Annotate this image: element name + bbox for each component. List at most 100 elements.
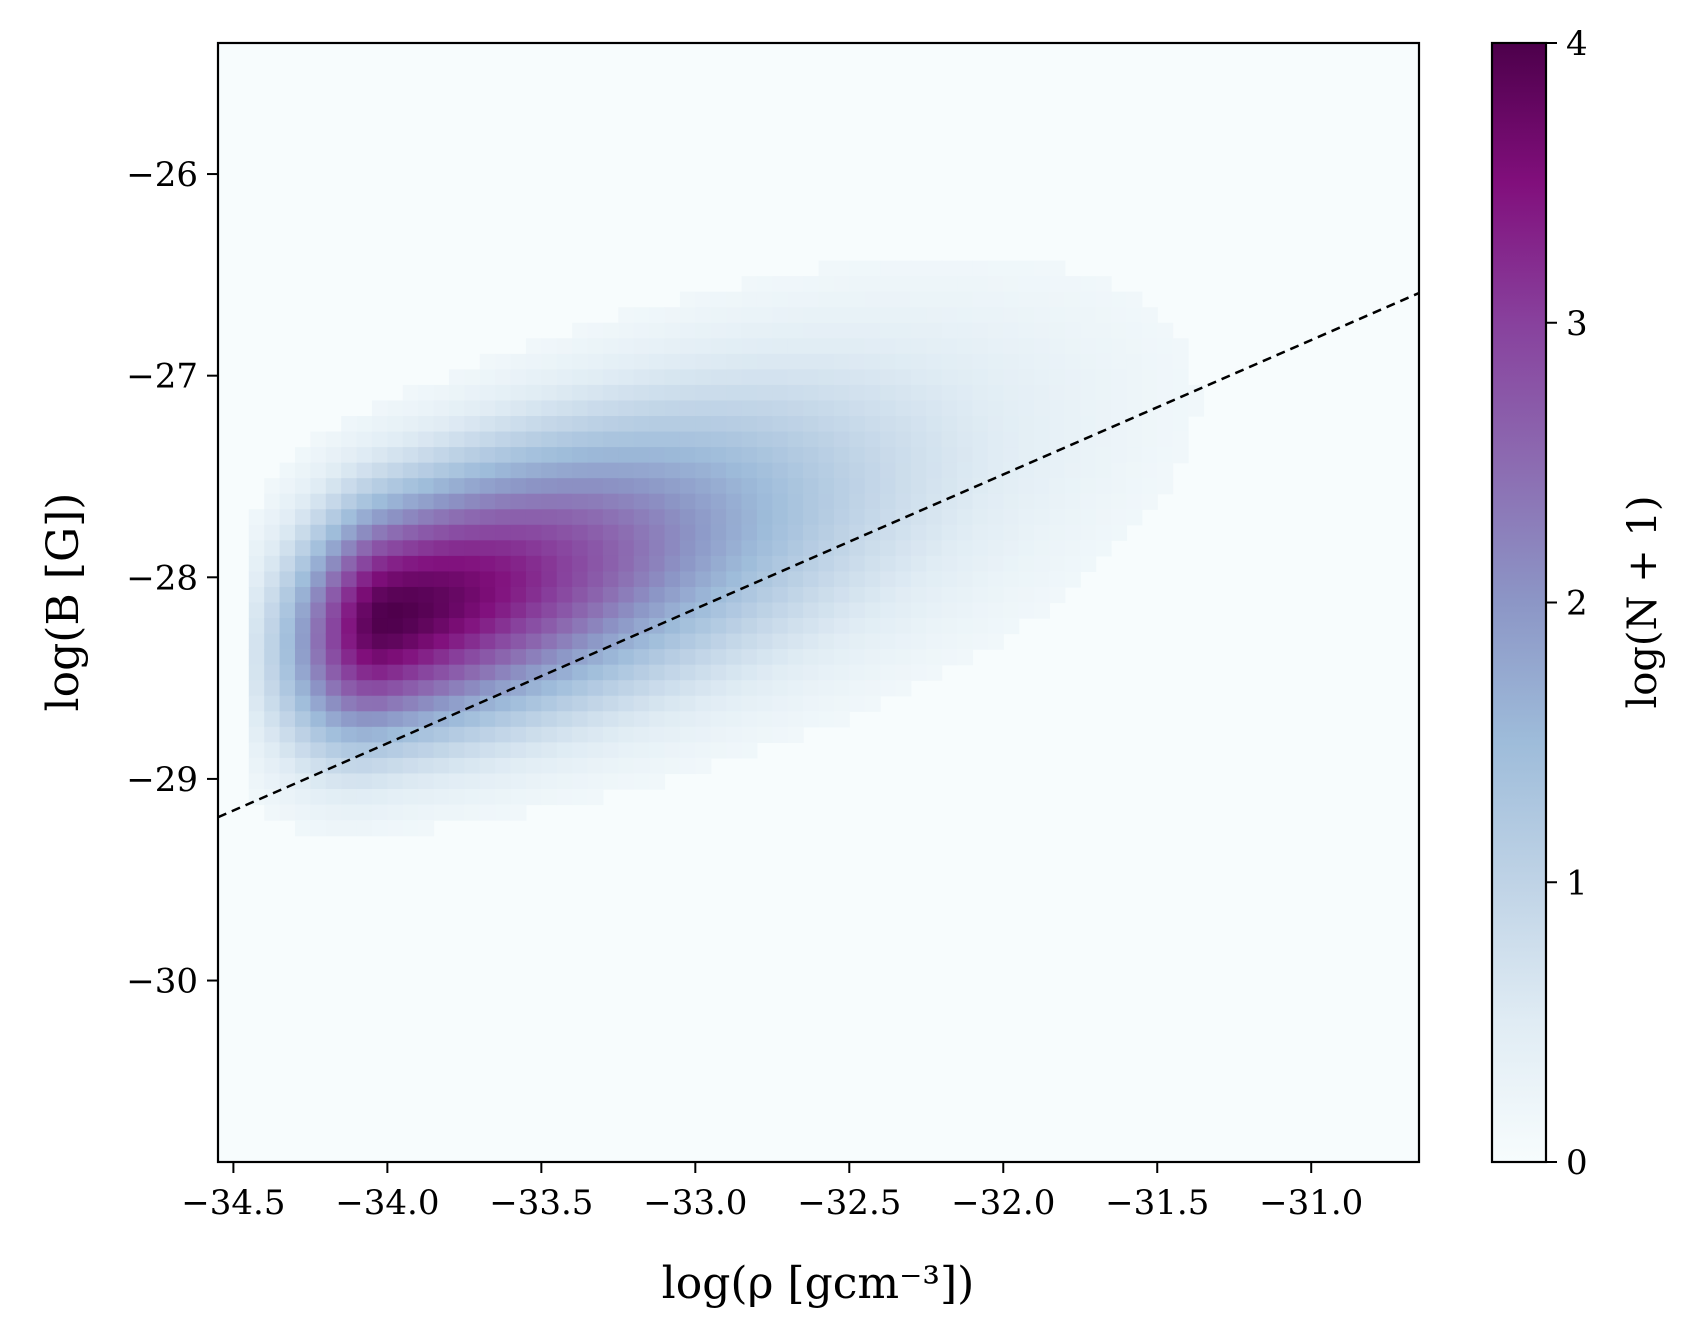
density-cell	[618, 431, 635, 448]
x-tick-label: −32.5	[797, 1183, 901, 1223]
density-cell	[849, 276, 866, 293]
density-cell	[479, 602, 496, 619]
density-cell	[1003, 353, 1020, 370]
density-cell	[310, 602, 327, 619]
density-cell	[1111, 307, 1128, 324]
density-cell	[972, 524, 989, 541]
density-cell	[741, 633, 758, 650]
density-cell	[541, 789, 558, 806]
density-cell	[464, 742, 481, 759]
density-cell	[664, 322, 681, 339]
density-cell	[341, 524, 358, 541]
density-cell	[880, 649, 897, 666]
density-cell	[972, 322, 989, 339]
density-cell	[833, 680, 850, 697]
density-cell	[895, 680, 912, 697]
density-cell	[664, 509, 681, 526]
density-cell	[972, 602, 989, 619]
density-cell	[787, 618, 804, 635]
density-cell	[772, 478, 789, 495]
density-cell	[972, 618, 989, 635]
density-cell	[880, 664, 897, 681]
density-cell	[987, 369, 1004, 386]
density-cell	[294, 493, 311, 510]
density-cell	[294, 571, 311, 588]
density-cell	[987, 462, 1004, 479]
density-cell	[787, 478, 804, 495]
density-cell	[310, 509, 327, 526]
density-cell	[479, 649, 496, 666]
density-cell	[279, 586, 296, 604]
density-cell	[371, 618, 388, 635]
density-cell	[741, 447, 758, 464]
density-cell	[387, 789, 404, 806]
density-cell	[710, 291, 727, 308]
density-cell	[587, 586, 604, 604]
density-cell	[1034, 509, 1051, 526]
density-cell	[1111, 431, 1128, 448]
density-cell	[649, 695, 666, 712]
density-cell	[1049, 431, 1066, 448]
density-cell	[587, 789, 604, 806]
density-cell	[695, 726, 712, 743]
density-cell	[926, 353, 943, 370]
density-cell	[1064, 447, 1081, 464]
density-cell	[756, 416, 773, 433]
density-cell	[618, 384, 635, 402]
density-cell	[880, 369, 897, 386]
density-cell	[294, 649, 311, 666]
density-cell	[341, 773, 358, 790]
density-cell	[941, 353, 958, 370]
density-cell	[525, 726, 542, 743]
density-cell	[325, 742, 342, 759]
density-cell	[1172, 431, 1189, 448]
density-cell	[941, 540, 958, 557]
plot-frame	[216, 41, 1421, 1164]
density-cell	[833, 555, 850, 573]
density-cell	[464, 416, 481, 433]
density-cell	[895, 307, 912, 324]
density-cell	[679, 633, 696, 650]
density-cell	[433, 462, 450, 479]
density-cell	[448, 447, 465, 464]
density-cell	[387, 540, 404, 557]
density-cell	[1080, 384, 1097, 402]
density-cell	[803, 431, 820, 448]
density-cell	[710, 400, 727, 417]
density-cell	[402, 742, 419, 759]
density-cell	[433, 649, 450, 666]
density-cell	[941, 602, 958, 619]
density-cell	[710, 416, 727, 433]
density-cell	[664, 462, 681, 479]
density-cell	[849, 540, 866, 557]
density-cell	[1157, 400, 1174, 417]
density-cell	[402, 695, 419, 712]
density-cell	[1003, 338, 1020, 355]
density-cell	[572, 757, 589, 775]
density-cell	[664, 680, 681, 697]
density-cell	[679, 369, 696, 386]
density-cell	[726, 680, 743, 697]
density-cell	[433, 773, 450, 790]
density-cell	[741, 276, 758, 293]
density-cell	[679, 757, 696, 775]
density-cell	[279, 462, 296, 479]
density-cell	[880, 260, 897, 277]
density-cell	[448, 649, 465, 666]
x-tick-label: −31.0	[1259, 1183, 1363, 1223]
density-cell	[679, 447, 696, 464]
density-cell	[633, 462, 650, 479]
density-cell	[864, 384, 881, 402]
density-cell	[1080, 431, 1097, 448]
density-cell	[833, 633, 850, 650]
density-cell	[433, 555, 450, 573]
density-cell	[926, 524, 943, 541]
density-cell	[695, 353, 712, 370]
density-cell	[772, 353, 789, 370]
density-cell	[618, 416, 635, 433]
density-cell	[448, 695, 465, 712]
density-cell	[726, 384, 743, 402]
density-cell	[556, 555, 573, 573]
x-tick-label: −34.0	[335, 1183, 439, 1223]
